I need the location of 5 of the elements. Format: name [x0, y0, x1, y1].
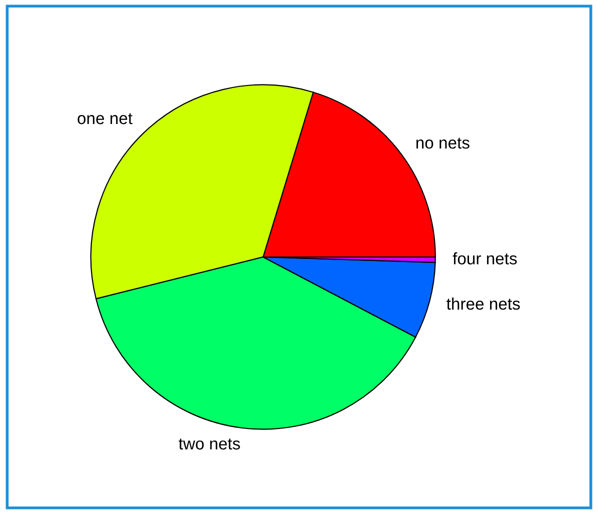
slice-label: four nets — [452, 252, 517, 264]
slice-label: three nets — [446, 297, 520, 310]
slice-label: one net — [78, 113, 132, 124]
slice-label: no nets — [416, 138, 470, 149]
slice-label: two nets — [178, 438, 240, 450]
